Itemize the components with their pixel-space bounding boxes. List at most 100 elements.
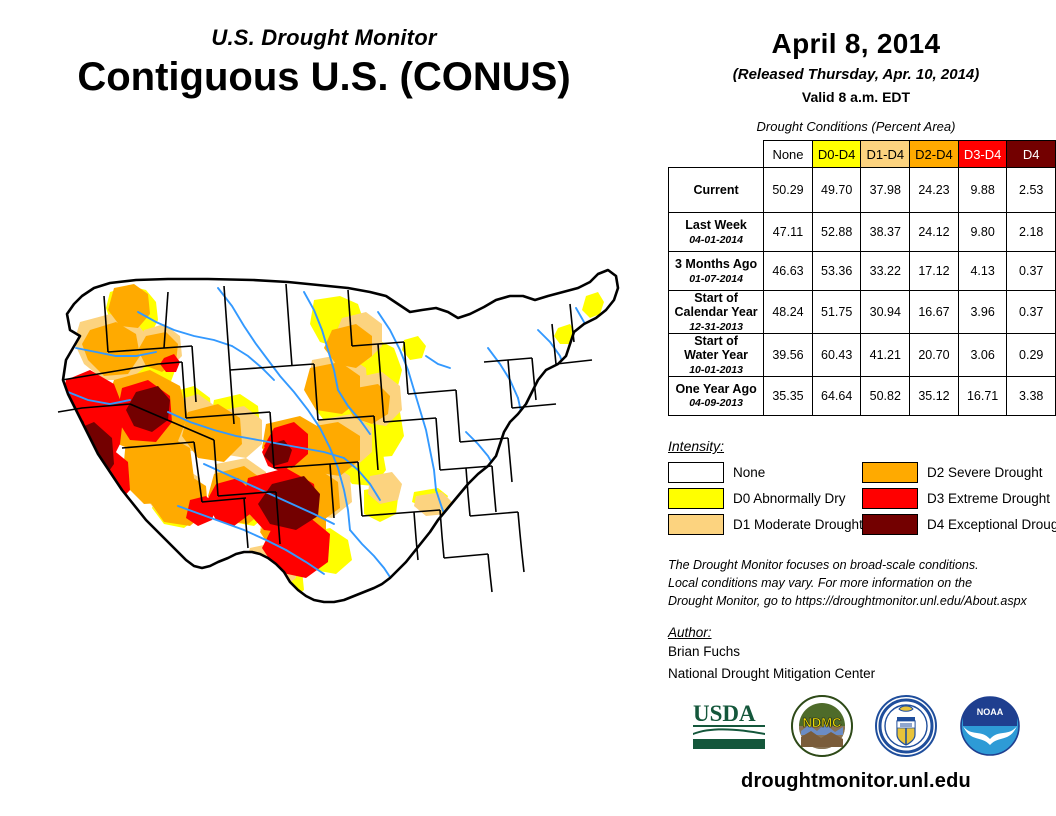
table-row: One Year Ago 04-09-2013 35.35 64.64 50.82 35.…	[667, 375, 1056, 416]
cell-d2-d4: 24.12	[909, 212, 959, 252]
note-line-1: The Drought Monitor focuses on broad-sca…	[668, 558, 979, 572]
legend-swatch-d0	[668, 487, 724, 509]
cell-d2-d4: 20.70	[909, 332, 959, 377]
info-panel: April 8, 2014 (Released Thursday, Apr. 1…	[656, 0, 1056, 816]
page-title-block: U.S. Drought Monitor Contiguous U.S. (CO…	[0, 25, 648, 100]
table-row: Start of Water Year 10-01-2013 39.56 60.43 41…	[667, 332, 1056, 377]
cell-d0-d4: 51.75	[811, 290, 862, 334]
cell-d4: 0.29	[1006, 332, 1056, 377]
map-drought-layer	[63, 270, 618, 602]
cell-d1-d4: 33.22	[860, 251, 911, 291]
legend-item-none: None	[668, 460, 862, 484]
cell-none: 47.11	[763, 212, 813, 252]
cell-d1-d4: 38.37	[860, 212, 911, 252]
cell-none: 48.24	[763, 290, 813, 334]
legend-label-d1: D1 Moderate Drought	[733, 516, 863, 532]
col-header-d2-d4: D2-D4	[909, 140, 959, 168]
legend-column-left: None D0 Abnormally Dry D1 Moderate Drought	[668, 460, 863, 538]
author-block: Author: Brian Fuchs National Drought Mit…	[668, 625, 1056, 683]
row-label-date: 10-01-2013	[689, 363, 743, 376]
conus-drought-map[interactable]	[18, 252, 650, 656]
row-label: Start of Calendar Year 12-31-2013	[667, 290, 765, 334]
legend-label-d0: D0 Abnormally Dry	[733, 490, 846, 506]
row-label: Current	[667, 167, 765, 213]
partner-logos: USDA NDMC	[656, 692, 1056, 764]
report-date: April 8, 2014	[771, 28, 941, 59]
legend-item-d3: D3 Extreme Drought	[862, 486, 1056, 510]
cell-d4: 0.37	[1006, 251, 1056, 291]
table-row: Start of Calendar Year 12-31-2013 48.24 51.7…	[667, 290, 1056, 334]
cell-d0-d4: 64.64	[811, 375, 862, 416]
cell-d0-d4: 52.88	[811, 212, 862, 252]
table-body: Current 50.29 49.70 37.98 24.23 9.88 2.53 Last …	[667, 167, 1056, 416]
cell-d4: 2.18	[1006, 212, 1056, 252]
legend-item-d0: D0 Abnormally Dry	[668, 486, 862, 510]
col-header-d4: D4	[1006, 140, 1056, 168]
legend-label-d3: D3 Extreme Drought	[927, 490, 1051, 506]
row-label-date: 04-01-2014	[689, 233, 743, 246]
cell-d1-d4: 41.21	[860, 332, 911, 377]
table-corner-cell	[669, 141, 764, 168]
noaa-logo[interactable]: NOAA	[959, 695, 1021, 762]
row-label-date: 01-07-2014	[689, 272, 743, 285]
table-caption: Drought Conditions (Percent Area)	[756, 119, 956, 134]
note-line-2: Local conditions may vary. For more info…	[668, 576, 973, 591]
cell-none: 39.56	[763, 332, 813, 377]
ndmc-logo[interactable]: NDMC	[791, 694, 853, 762]
cell-d3-d4: 4.13	[957, 251, 1008, 291]
col-header-none: None	[763, 140, 813, 168]
note-line-3: Drought Monitor, go to https://droughtmo…	[668, 594, 1027, 609]
usdc-seal[interactable]	[875, 694, 937, 762]
legend-swatch-none	[668, 461, 724, 483]
cell-d2-d4: 35.12	[909, 375, 959, 416]
legend-label-none: None	[733, 464, 766, 480]
map-state-borders	[57, 283, 593, 593]
intensity-legend: Intensity: None D0 Abnormally Dry D1 Moder…	[668, 438, 1056, 538]
cell-d4: 3.38	[1006, 375, 1056, 416]
cell-d3-d4: 9.80	[957, 212, 1008, 252]
legend-swatch-d4	[862, 513, 918, 535]
cell-d2-d4: 24.23	[909, 167, 959, 213]
row-label: Start of Water Year 10-01-2013	[667, 332, 765, 377]
map-svg	[57, 268, 620, 604]
cell-d1-d4: 37.98	[860, 167, 911, 213]
release-date: (Released Thursday, Apr. 10, 2014)	[732, 66, 980, 83]
page-title: Contiguous U.S. (CONUS)	[77, 55, 571, 100]
cell-d0-d4: 53.36	[811, 251, 862, 291]
table-row: Current 50.29 49.70 37.98 24.23 9.88 2.53	[667, 167, 1056, 213]
legend-item-d2: D2 Severe Drought	[862, 460, 1056, 484]
cell-d0-d4: 49.70	[811, 167, 862, 213]
row-label-date: 12-31-2013	[689, 320, 743, 333]
cell-d3-d4: 3.06	[957, 332, 1008, 377]
cell-d2-d4: 16.67	[909, 290, 959, 334]
cell-none: 50.29	[763, 167, 813, 213]
cell-d2-d4: 17.12	[909, 251, 959, 291]
cell-d1-d4: 50.82	[860, 375, 911, 416]
row-label: 3 Months Ago 01-07-2014	[667, 251, 765, 291]
valid-time: Valid 8 a.m. EDT	[801, 89, 911, 105]
legend-swatch-d3	[862, 487, 918, 509]
legend-title: Intensity:	[668, 438, 725, 454]
drought-conditions-table: None D0-D4 D1-D4 D2-D4 D3-D4 D4 Current 5…	[667, 140, 1056, 416]
cell-d0-d4: 60.43	[811, 332, 862, 377]
table-row: Last Week 04-01-2014 47.11 52.88 38.37 24.12 9…	[667, 212, 1056, 252]
cell-d3-d4: 3.96	[957, 290, 1008, 334]
cell-d1-d4: 30.94	[860, 290, 911, 334]
author-org: National Drought Mitigation Center	[668, 665, 876, 681]
legend-swatch-d1	[668, 513, 724, 535]
disclaimer-note: The Drought Monitor focuses on broad-sca…	[668, 556, 1056, 610]
map-national-outline	[61, 268, 620, 604]
row-label: Last Week 04-01-2014	[667, 212, 765, 252]
website-url[interactable]: droughtmonitor.unl.edu	[741, 770, 971, 792]
row-label: One Year Ago 04-09-2013	[667, 375, 765, 416]
usda-logo[interactable]: USDA	[691, 699, 769, 758]
legend-swatch-d2	[862, 461, 918, 483]
cell-d4: 2.53	[1006, 167, 1056, 213]
cell-d4: 0.37	[1006, 290, 1056, 334]
table-header-row: None D0-D4 D1-D4 D2-D4 D3-D4 D4	[669, 140, 1056, 168]
cell-d3-d4: 9.88	[957, 167, 1008, 213]
svg-text:NDMC: NDMC	[803, 715, 843, 730]
legend-column-right: D2 Severe Drought D3 Extreme Drought D4 Ex…	[862, 460, 1056, 538]
svg-text:USDA: USDA	[693, 701, 756, 726]
